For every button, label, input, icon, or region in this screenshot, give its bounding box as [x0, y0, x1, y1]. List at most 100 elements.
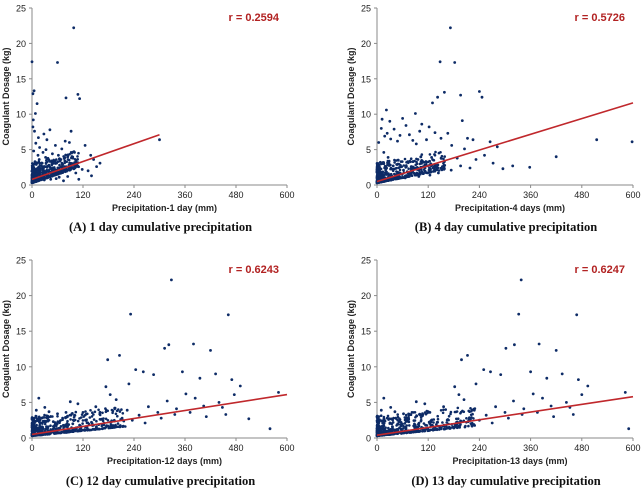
data-point: [442, 405, 445, 409]
correlation-label: r = 0.6243: [229, 264, 279, 276]
data-point: [66, 414, 69, 418]
data-point: [76, 158, 79, 161]
data-point: [114, 423, 117, 427]
data-point: [76, 155, 79, 158]
data-point: [537, 342, 541, 346]
x-axis-title: Precipitation-1 day (mm): [112, 203, 217, 213]
data-point: [34, 141, 38, 145]
y-tick-label: 25: [361, 4, 371, 14]
data-point: [204, 415, 208, 418]
data-point: [40, 433, 44, 437]
x-tick-label: 240: [472, 443, 487, 453]
data-point: [453, 410, 457, 414]
data-point: [84, 418, 87, 422]
data-point: [69, 129, 73, 133]
data-point: [40, 421, 44, 425]
trend-line: [31, 393, 288, 436]
data-point: [468, 166, 472, 170]
x-tick-label: 120: [421, 443, 436, 453]
data-point: [92, 418, 96, 421]
data-point: [384, 426, 387, 430]
data-point: [44, 156, 47, 159]
data-point: [43, 406, 47, 409]
data-point: [106, 409, 109, 413]
data-point: [120, 416, 124, 420]
y-tick-label: 15: [361, 327, 371, 337]
data-point: [482, 368, 486, 371]
data-point: [409, 172, 413, 176]
data-point: [403, 416, 407, 419]
data-point: [586, 384, 590, 388]
data-point: [120, 408, 123, 411]
data-point: [395, 432, 399, 436]
data-point: [40, 164, 43, 168]
y-tick-label: 15: [361, 74, 371, 84]
data-point: [399, 160, 403, 163]
data-point: [88, 428, 92, 432]
data-point: [392, 428, 396, 432]
data-point: [433, 153, 436, 156]
data-point: [76, 402, 80, 406]
data-point: [415, 160, 418, 164]
data-point: [393, 161, 396, 164]
data-point: [112, 425, 115, 428]
data-point: [421, 429, 424, 432]
data-point: [63, 139, 67, 143]
data-point: [56, 412, 59, 416]
x-tick-label: 0: [374, 443, 379, 453]
data-point: [64, 411, 68, 414]
data-point: [470, 416, 473, 419]
data-point: [52, 167, 56, 171]
data-point: [66, 424, 70, 428]
data-point: [86, 429, 89, 432]
data-point: [439, 409, 443, 412]
data-point: [64, 416, 67, 419]
data-point: [437, 169, 441, 172]
data-point: [431, 158, 434, 161]
panel-caption: (B) 4 day cumulative precipitation: [414, 220, 598, 234]
data-point: [375, 414, 379, 418]
data-point: [513, 343, 516, 347]
data-point: [134, 368, 138, 371]
data-point: [36, 426, 40, 430]
data-point: [57, 175, 61, 179]
data-point: [439, 156, 443, 160]
data-point: [50, 159, 53, 163]
y-tick-label: 25: [16, 256, 26, 266]
data-point: [68, 166, 72, 170]
data-point: [452, 426, 455, 430]
data-point: [399, 423, 403, 426]
data-point: [102, 423, 106, 427]
data-point: [43, 413, 46, 417]
data-point: [404, 426, 408, 430]
data-point: [416, 158, 420, 161]
data-point: [428, 159, 432, 163]
data-point: [31, 427, 35, 431]
data-point: [445, 425, 448, 428]
panel-caption: (C) 12 day cumulative precipitation: [65, 474, 256, 488]
data-point: [490, 421, 494, 425]
data-point: [78, 423, 81, 427]
data-point: [417, 169, 421, 172]
data-point: [78, 429, 82, 433]
data-point: [61, 416, 64, 420]
data-point: [109, 423, 113, 426]
data-point: [385, 416, 389, 420]
data-point: [519, 278, 523, 282]
data-point: [443, 90, 446, 94]
data-point: [31, 118, 35, 122]
data-point: [378, 427, 382, 431]
data-point: [73, 413, 76, 417]
data-point: [72, 26, 76, 30]
y-tick-label: 15: [16, 327, 26, 337]
data-point: [395, 417, 398, 421]
data-point: [386, 156, 390, 159]
data-point: [391, 425, 394, 428]
data-point: [170, 278, 173, 282]
y-tick-label: 25: [16, 4, 26, 14]
data-point: [575, 313, 579, 317]
data-point: [419, 155, 423, 158]
data-point: [457, 426, 460, 429]
data-point: [397, 420, 401, 423]
data-point: [428, 411, 432, 414]
